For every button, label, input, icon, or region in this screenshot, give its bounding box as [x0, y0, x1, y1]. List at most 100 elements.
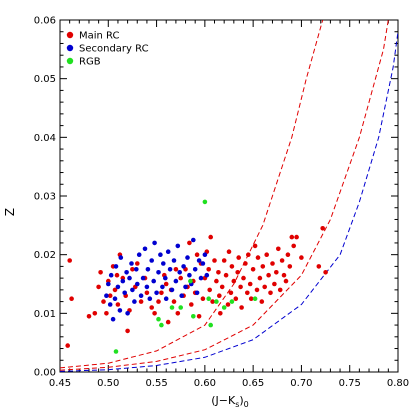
dashed-curve-3: [60, 31, 398, 372]
data-point: [136, 252, 142, 257]
data-point: [125, 328, 130, 334]
data-point: [67, 258, 72, 263]
data-point: [96, 284, 101, 290]
data-point: [228, 290, 234, 296]
data-point: [272, 281, 277, 287]
data-point: [206, 267, 211, 272]
data-point: [191, 314, 196, 319]
data-point: [159, 322, 164, 328]
data-point: [120, 278, 126, 284]
data-point: [151, 278, 156, 284]
data-point: [285, 252, 291, 257]
data-point: [217, 293, 222, 299]
y-tick-label: 0.02: [34, 250, 56, 261]
data-point: [248, 296, 254, 302]
data-point: [101, 299, 106, 304]
data-point: [69, 296, 74, 302]
data-point: [194, 290, 200, 296]
data-point: [247, 281, 253, 287]
legend-label: Secondary RC: [79, 44, 149, 55]
data-point: [192, 267, 198, 272]
data-point: [125, 311, 130, 316]
data-point: [277, 287, 283, 293]
data-point: [163, 275, 168, 281]
data-point: [202, 252, 208, 257]
data-point: [113, 349, 119, 354]
x-tick-label: 0.75: [339, 378, 361, 389]
y-tick-label: 0.06: [34, 16, 56, 27]
data-point: [107, 302, 113, 307]
axes: 0.45 0.50 0.55 0.60 0.65 0.70 0.75 0.80 0.00 0.01…: [34, 16, 409, 390]
data-point: [212, 258, 217, 263]
data-point: [140, 275, 146, 281]
data-point: [200, 296, 206, 302]
data-point: [86, 314, 92, 319]
data-point: [158, 252, 163, 257]
x-tick-label: 0.60: [194, 378, 216, 389]
data-point: [163, 281, 169, 287]
data-point: [221, 305, 227, 310]
y-tick-label: 0.03: [34, 192, 56, 203]
data-point: [179, 293, 184, 299]
data-point: [165, 319, 171, 325]
data-point: [107, 293, 113, 299]
data-point: [252, 296, 258, 302]
data-point: [196, 314, 202, 319]
data-point: [152, 240, 157, 246]
data-point: [233, 296, 239, 302]
data-point: [152, 311, 157, 316]
data-point: [104, 293, 109, 299]
data-point: [115, 302, 121, 307]
data-point: [144, 284, 150, 290]
data-point: [241, 275, 246, 281]
data-point: [165, 249, 171, 254]
data-point: [206, 296, 211, 302]
data-point: [92, 311, 98, 316]
x-tick-label: 0.45: [49, 378, 71, 389]
data-point: [264, 252, 270, 257]
data-point: [188, 278, 193, 284]
data-point: [294, 234, 299, 240]
data-point: [169, 287, 175, 293]
data-point: [219, 284, 225, 290]
data-point: [108, 272, 114, 278]
data-point: [250, 267, 256, 272]
data-point: [225, 302, 231, 307]
dashed-curves: [60, 20, 398, 372]
data-point: [118, 255, 124, 260]
dashed-curve-2: [60, 20, 389, 371]
data-point: [187, 272, 192, 278]
data-point: [132, 299, 137, 304]
y-tick-label: 0.05: [34, 74, 56, 85]
data-point: [210, 299, 215, 304]
legend-label: Main RC: [79, 31, 120, 42]
data-point: [135, 281, 140, 287]
data-point: [259, 299, 265, 304]
data-point: [207, 287, 212, 293]
data-point: [114, 272, 120, 278]
data-point: [110, 316, 116, 322]
series-main-rc: [65, 226, 328, 348]
data-point: [194, 252, 200, 257]
data-points: [65, 199, 328, 354]
data-point: [218, 311, 223, 316]
data-point: [134, 267, 139, 272]
data-point: [173, 267, 179, 272]
data-point: [122, 290, 127, 296]
data-point: [129, 261, 134, 266]
data-point: [208, 234, 213, 240]
data-point: [187, 240, 192, 246]
data-point: [276, 246, 281, 252]
data-point: [112, 296, 118, 302]
data-point: [196, 258, 202, 263]
data-point: [229, 264, 235, 269]
data-point: [156, 316, 161, 322]
data-point: [204, 272, 210, 278]
x-axis-label-sub2: 0: [244, 400, 249, 409]
data-point: [262, 284, 268, 290]
data-point: [138, 293, 144, 299]
data-point: [281, 272, 287, 278]
data-point: [177, 270, 182, 275]
data-point: [171, 299, 177, 304]
